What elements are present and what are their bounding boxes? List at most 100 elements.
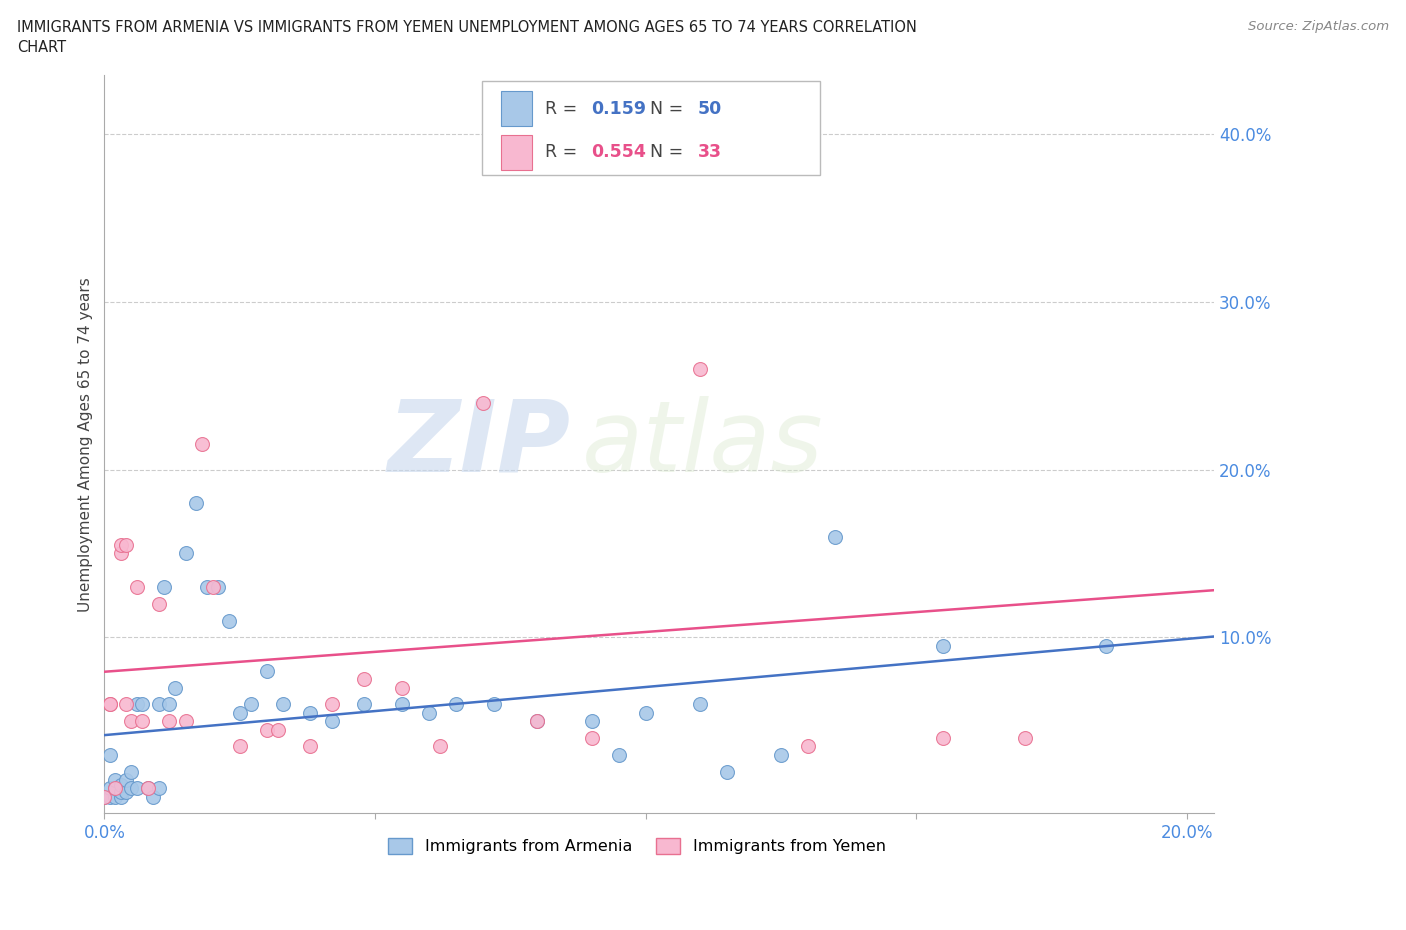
Point — [207, 579, 229, 594]
Point — [689, 362, 711, 377]
Point — [266, 723, 288, 737]
Text: R =: R = — [546, 100, 578, 118]
Point — [131, 697, 153, 711]
Point — [353, 671, 375, 686]
Point — [153, 579, 176, 594]
Point — [299, 739, 322, 754]
Point — [93, 790, 115, 804]
Point — [271, 697, 294, 711]
Point — [98, 697, 121, 711]
Point — [125, 781, 148, 796]
Point — [110, 790, 132, 804]
Point — [174, 714, 197, 729]
Point — [157, 714, 180, 729]
Point — [256, 663, 278, 678]
Point — [120, 781, 142, 796]
Text: 0.554: 0.554 — [592, 143, 647, 161]
Point — [932, 731, 955, 746]
Point — [110, 546, 132, 561]
Point — [321, 714, 343, 729]
Point — [581, 731, 603, 746]
Text: 50: 50 — [699, 100, 723, 118]
Point — [1014, 731, 1036, 746]
Point — [824, 529, 846, 544]
Point — [115, 784, 138, 799]
Point — [482, 697, 505, 711]
Point — [136, 781, 159, 796]
Point — [526, 714, 548, 729]
Point — [256, 723, 278, 737]
Point — [98, 790, 121, 804]
Point — [770, 748, 793, 763]
Point — [353, 697, 375, 711]
Point — [218, 613, 240, 628]
Point — [391, 680, 413, 695]
Point — [716, 764, 738, 779]
Point — [191, 437, 214, 452]
Point — [797, 739, 820, 754]
FancyBboxPatch shape — [501, 135, 531, 170]
Point — [110, 784, 132, 799]
Point — [526, 714, 548, 729]
Point — [148, 697, 170, 711]
Point — [228, 705, 250, 720]
Point — [110, 777, 132, 792]
Point — [125, 579, 148, 594]
Point — [131, 714, 153, 729]
Point — [98, 781, 121, 796]
Point — [115, 697, 138, 711]
FancyBboxPatch shape — [482, 81, 820, 175]
Legend: Immigrants from Armenia, Immigrants from Yemen: Immigrants from Armenia, Immigrants from… — [382, 831, 893, 861]
Point — [104, 790, 127, 804]
Point — [98, 697, 121, 711]
Point — [125, 697, 148, 711]
Point — [321, 697, 343, 711]
Point — [120, 764, 142, 779]
Point — [607, 748, 630, 763]
Point — [136, 781, 159, 796]
Point — [446, 697, 468, 711]
Point — [634, 160, 657, 175]
Point — [689, 697, 711, 711]
FancyBboxPatch shape — [501, 91, 531, 126]
Point — [98, 748, 121, 763]
Text: IMMIGRANTS FROM ARMENIA VS IMMIGRANTS FROM YEMEN UNEMPLOYMENT AMONG AGES 65 TO 7: IMMIGRANTS FROM ARMENIA VS IMMIGRANTS FR… — [17, 20, 917, 35]
Text: ZIP: ZIP — [388, 396, 571, 493]
Point — [157, 697, 180, 711]
Point — [418, 705, 440, 720]
Point — [110, 538, 132, 552]
Point — [115, 538, 138, 552]
Point — [115, 773, 138, 788]
Text: R =: R = — [546, 143, 578, 161]
Text: N =: N = — [651, 143, 683, 161]
Y-axis label: Unemployment Among Ages 65 to 74 years: Unemployment Among Ages 65 to 74 years — [79, 277, 93, 612]
Point — [932, 638, 955, 653]
Point — [148, 781, 170, 796]
Point — [148, 596, 170, 611]
Text: N =: N = — [651, 100, 683, 118]
Point — [195, 579, 218, 594]
Point — [174, 546, 197, 561]
Text: CHART: CHART — [17, 40, 66, 55]
Text: Source: ZipAtlas.com: Source: ZipAtlas.com — [1249, 20, 1389, 33]
Point — [634, 705, 657, 720]
Point — [163, 680, 186, 695]
Point — [228, 739, 250, 754]
Point — [120, 714, 142, 729]
Text: atlas: atlas — [582, 396, 823, 493]
Point — [391, 697, 413, 711]
Text: 33: 33 — [699, 143, 723, 161]
Point — [1095, 638, 1118, 653]
Point — [142, 790, 165, 804]
Text: 0.159: 0.159 — [592, 100, 647, 118]
Point — [581, 714, 603, 729]
Point — [429, 739, 451, 754]
Point — [104, 773, 127, 788]
Point — [93, 790, 115, 804]
Point — [299, 705, 322, 720]
Point — [239, 697, 262, 711]
Point — [186, 496, 208, 511]
Point — [104, 781, 127, 796]
Point — [472, 395, 495, 410]
Point — [201, 579, 224, 594]
